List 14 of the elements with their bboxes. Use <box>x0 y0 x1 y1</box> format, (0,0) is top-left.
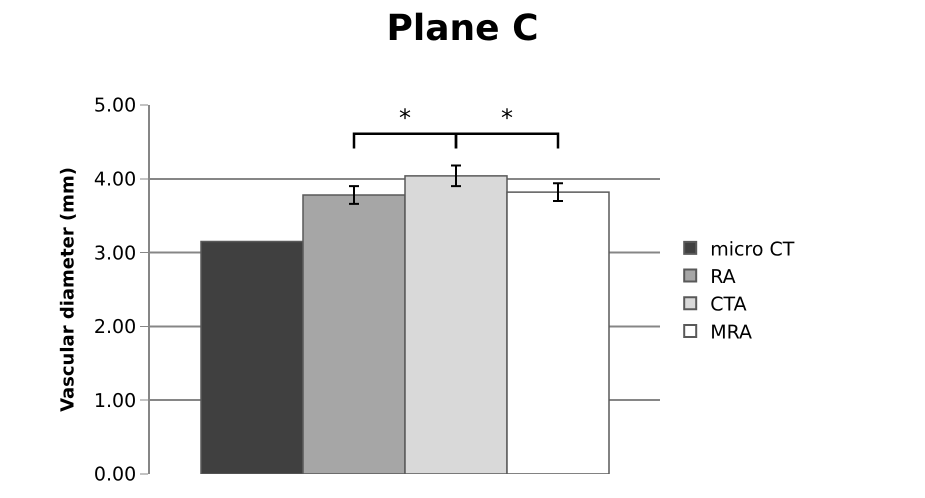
annotation: * <box>399 104 411 132</box>
y-tick-label: 3.00 <box>94 242 136 264</box>
y-tick-label: 1.00 <box>94 390 136 412</box>
y-tick-label: 5.00 <box>94 94 136 117</box>
annotation: * <box>501 104 513 132</box>
y-tick-label: 4.00 <box>94 168 136 190</box>
legend-label: micro CT <box>710 238 795 260</box>
legend-label: MRA <box>710 321 752 344</box>
y-tick-label: 2.00 <box>94 316 136 338</box>
chart-title: Plane C <box>386 8 539 50</box>
y-tick-label: 0.00 <box>94 464 136 486</box>
legend-label: RA <box>710 266 736 288</box>
legend-label: CTA <box>710 294 747 316</box>
y-axis-title: Vascular diameter (mm) <box>58 167 79 412</box>
